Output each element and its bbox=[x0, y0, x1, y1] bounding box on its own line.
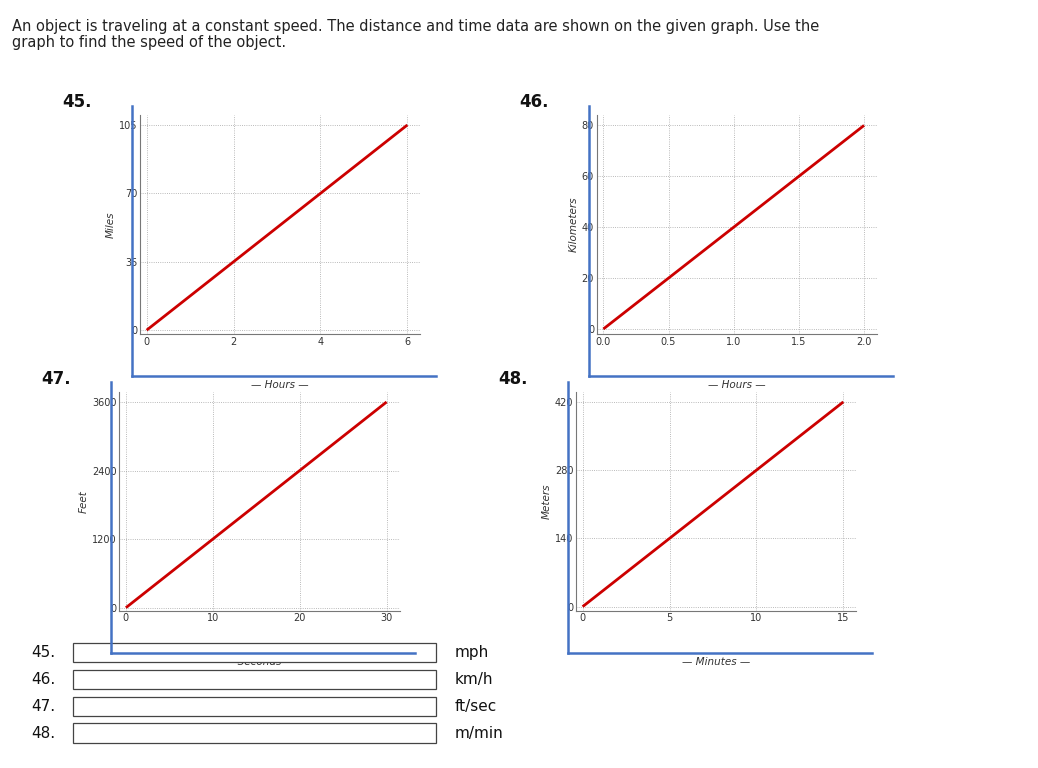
Y-axis label: Feet: Feet bbox=[79, 490, 89, 512]
Text: — Minutes —: — Minutes — bbox=[682, 657, 750, 667]
Text: m/min: m/min bbox=[455, 726, 503, 740]
Text: — Hours —: — Hours — bbox=[251, 380, 309, 390]
Text: mph: mph bbox=[455, 645, 489, 660]
Text: km/h: km/h bbox=[455, 672, 493, 687]
Text: 45.: 45. bbox=[62, 94, 91, 111]
Y-axis label: Meters: Meters bbox=[542, 483, 552, 519]
Text: graph to find the speed of the object.: graph to find the speed of the object. bbox=[12, 35, 286, 50]
Text: 48.: 48. bbox=[498, 370, 527, 388]
Text: 46.: 46. bbox=[519, 94, 548, 111]
Text: 47.: 47. bbox=[31, 699, 55, 713]
Text: — Seconds —: — Seconds — bbox=[224, 657, 295, 667]
Y-axis label: Miles: Miles bbox=[106, 211, 116, 238]
Text: — Hours —: — Hours — bbox=[708, 380, 766, 390]
Y-axis label: Kilometers: Kilometers bbox=[569, 197, 579, 253]
Text: 45.: 45. bbox=[31, 645, 55, 660]
Text: ft/sec: ft/sec bbox=[455, 699, 497, 713]
Text: 46.: 46. bbox=[31, 672, 55, 687]
Text: 48.: 48. bbox=[31, 726, 55, 740]
Text: An object is traveling at a constant speed. The distance and time data are shown: An object is traveling at a constant spe… bbox=[12, 19, 820, 35]
Text: 47.: 47. bbox=[42, 370, 72, 388]
